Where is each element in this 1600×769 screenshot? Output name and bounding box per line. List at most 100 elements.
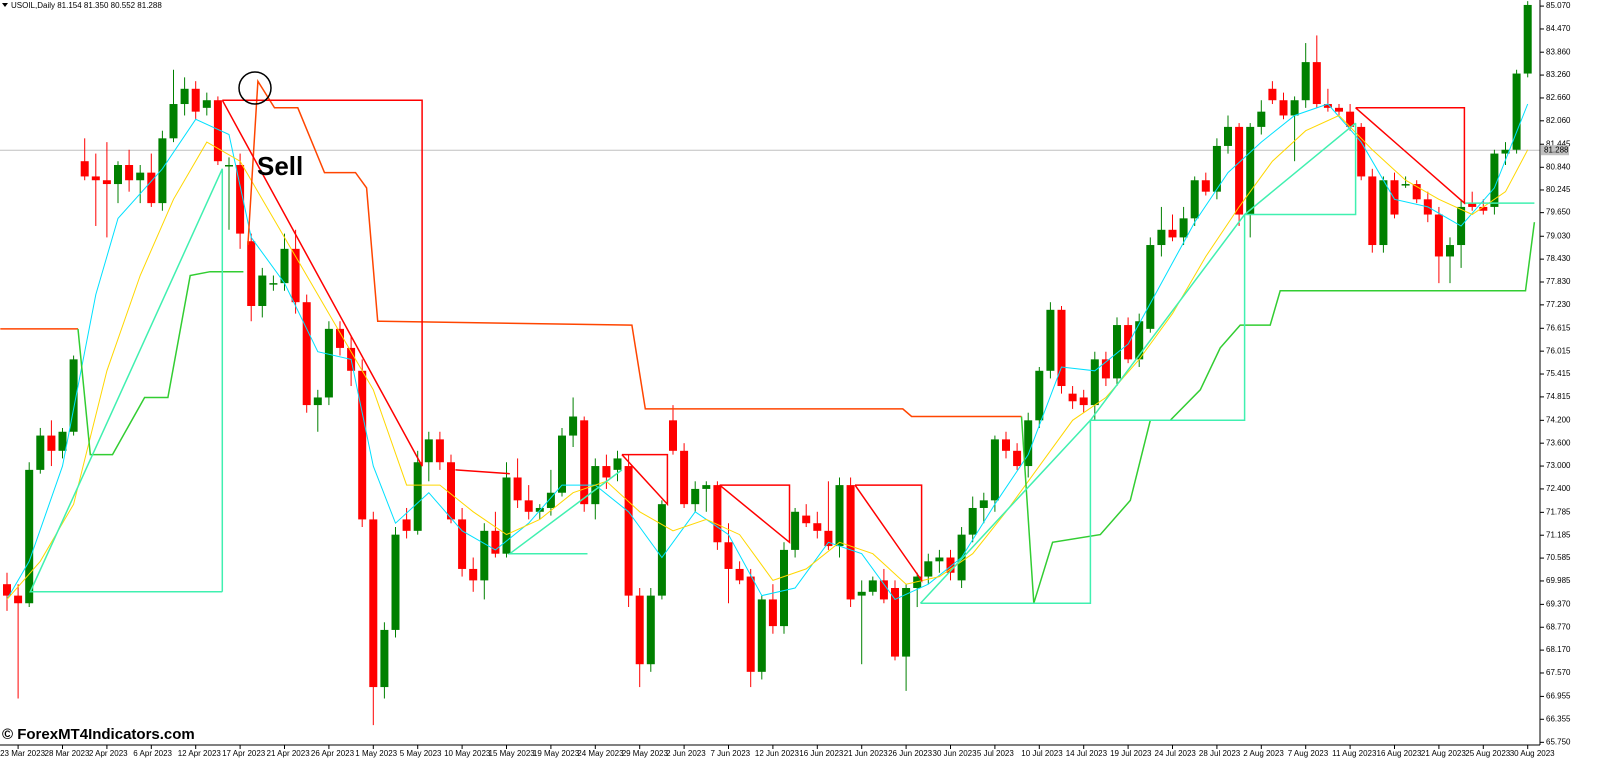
y-tick-label: 77.230: [1546, 300, 1571, 309]
candle-body: [1357, 126, 1366, 177]
indicator-line: [6, 103, 1529, 601]
candle-body: [1079, 397, 1088, 406]
candle-body: [191, 88, 200, 112]
candle-body: [979, 500, 988, 508]
candle-body: [1368, 176, 1377, 246]
candle-body: [358, 370, 367, 520]
candle-body: [768, 599, 777, 627]
candle-body: [469, 568, 478, 581]
y-tick-label: 80.840: [1546, 162, 1571, 171]
candle-body: [102, 180, 111, 185]
candle-body: [824, 530, 833, 547]
x-tick-label: 7 Aug 2023: [1288, 749, 1329, 758]
y-tick-label: 73.600: [1546, 438, 1571, 447]
y-tick-label: 78.430: [1546, 254, 1571, 263]
y-tick-label: 70.585: [1546, 553, 1571, 562]
candle-body: [324, 328, 333, 398]
candle-body: [835, 485, 844, 547]
x-tick-label: 21 Jun 2023: [844, 749, 889, 758]
price-axis-layer: 85.070 84.470 83.860 83.260 82.660 82.060 81.4…: [0, 1, 1571, 758]
indicator-line: [29, 122, 1535, 604]
candle-body: [1168, 229, 1177, 238]
y-tick-label: 75.415: [1546, 369, 1571, 378]
candle-body: [602, 466, 611, 478]
x-tick-label: 12 Jun 2023: [755, 749, 800, 758]
candle-body: [1002, 439, 1010, 451]
candle-body: [91, 176, 100, 181]
candle-body: [380, 629, 389, 688]
candle-body: [1113, 325, 1121, 379]
candle-body: [391, 534, 400, 630]
candle-body: [657, 504, 666, 596]
candle-body: [291, 248, 300, 303]
candle-body: [1190, 180, 1199, 219]
candle-body: [1235, 126, 1244, 215]
candle-body: [14, 595, 23, 604]
candle-body: [891, 587, 899, 657]
indicator-line: [77, 222, 1536, 604]
candle-body: [225, 165, 233, 167]
candle-body: [158, 138, 167, 204]
candle-body: [269, 283, 278, 285]
y-tick-label: 71.185: [1546, 530, 1571, 539]
y-tick-label: 66.355: [1546, 714, 1571, 723]
candle-body: [1346, 111, 1355, 127]
candle-body: [646, 595, 655, 665]
candle-body: [302, 302, 311, 406]
y-tick-label: 80.245: [1546, 185, 1571, 194]
candle-body: [1446, 245, 1454, 257]
x-tick-label: 28 Jul 2023: [1199, 749, 1241, 758]
candle-body: [857, 591, 866, 596]
candle-body: [1279, 100, 1288, 116]
x-tick-label: 2 Aug 2023: [1243, 749, 1284, 758]
candle-body: [491, 530, 500, 554]
candle-body: [280, 248, 289, 284]
x-tick-label: 17 Apr 2023: [222, 749, 266, 758]
candle-body: [791, 511, 800, 550]
x-tick-label: 16 Aug 2023: [1377, 749, 1422, 758]
y-tick-label: 79.030: [1546, 231, 1571, 240]
current-price-box: [1541, 145, 1569, 156]
y-tick-label: 68.170: [1546, 645, 1571, 654]
x-tick-label: 10 May 2023: [444, 749, 491, 758]
candle-body: [236, 165, 245, 234]
candle-body: [691, 488, 700, 505]
x-tick-label: 16 Jun 2023: [799, 749, 844, 758]
y-tick-label: 82.660: [1546, 93, 1571, 102]
candle-body: [902, 587, 911, 657]
candle-body: [1501, 149, 1510, 154]
candle-body: [336, 328, 344, 348]
candle-body: [114, 165, 122, 185]
candle-body: [502, 477, 511, 554]
candle-body: [69, 359, 78, 432]
x-tick-label: 30 Aug 2023: [1510, 749, 1555, 758]
x-tick-label: 19 Jul 2023: [1110, 749, 1152, 758]
candle-body: [546, 492, 555, 508]
y-tick-label: 71.785: [1546, 507, 1571, 516]
candle-body: [402, 519, 411, 531]
candle-body: [1390, 180, 1399, 215]
candle-body: [924, 561, 933, 577]
y-tick-label: 69.370: [1546, 599, 1571, 608]
y-tick-label: 83.860: [1546, 47, 1571, 56]
x-tick-label: 26 Jun 2023: [888, 749, 933, 758]
candle-body: [1146, 245, 1155, 329]
y-tick-label: 66.955: [1546, 692, 1571, 701]
x-tick-label: 10 Jul 2023: [1021, 749, 1063, 758]
candle-body: [968, 507, 977, 535]
candle-body: [1268, 88, 1277, 101]
candle-body: [1035, 370, 1044, 421]
candle-body: [125, 165, 134, 181]
candle-body: [213, 100, 222, 162]
candle-body: [1101, 359, 1110, 379]
candle-body: [635, 595, 644, 665]
candle-body: [147, 172, 156, 204]
x-tick-label: 7 Jun 2023: [711, 749, 751, 758]
candle-body: [413, 462, 422, 531]
candle-body: [580, 420, 589, 505]
y-tick-label: 76.015: [1546, 346, 1571, 355]
menu-arrow: [2, 3, 8, 7]
plot-area: [0, 1, 1536, 726]
